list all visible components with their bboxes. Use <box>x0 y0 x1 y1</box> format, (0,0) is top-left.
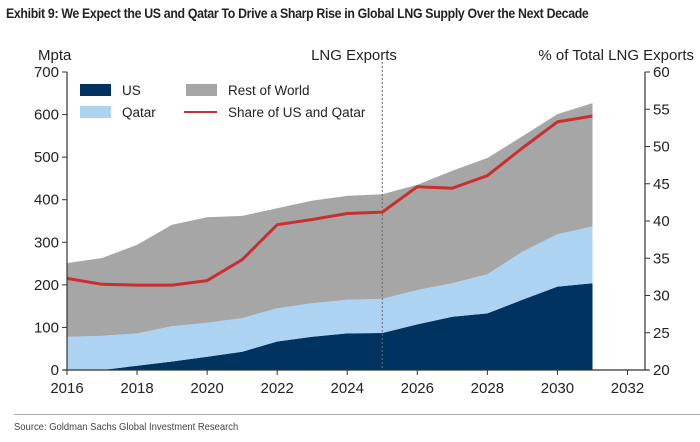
x-tick-label: 2024 <box>331 380 364 397</box>
y-left-tick-label: 200 <box>34 277 59 294</box>
y-right-tick-label: 40 <box>653 213 670 230</box>
y-left-tick-label: 500 <box>34 149 59 166</box>
footer-divider <box>14 414 700 415</box>
y-left-tick-label: 300 <box>34 234 59 251</box>
x-tick-label: 2016 <box>50 380 83 397</box>
legend-label-us: US <box>122 83 141 98</box>
legend-label-rest-of-world: Rest of World <box>228 83 310 98</box>
y-right-tick-label: 50 <box>653 139 670 156</box>
x-tick-label: 2022 <box>260 380 293 397</box>
area-us <box>67 283 593 370</box>
y-right-tick-label: 45 <box>653 176 670 193</box>
chart-title: LNG Exports <box>311 47 397 64</box>
y-right-tick-label: 55 <box>653 101 670 118</box>
source-note: Source: Goldman Sachs Global Investment … <box>14 421 239 433</box>
x-tick-label: 2030 <box>541 380 574 397</box>
y-right-tick-label: 20 <box>653 362 670 379</box>
y-left-tick-label: 100 <box>34 319 59 336</box>
x-tick-label: 2026 <box>401 380 434 397</box>
legend-label-share-of-us-and-qatar: Share of US and Qatar <box>228 105 366 120</box>
axes: 0 100 200 300 400 500 600 700 20 25 30 35 40 45 50 55 60… <box>34 64 670 397</box>
y-left-tick-label: 600 <box>34 107 59 124</box>
y-right-tick-label: 35 <box>653 250 670 267</box>
y-left-tick-label: 700 <box>34 64 59 81</box>
share-line-group <box>66 114 593 287</box>
stacked-areas <box>67 103 593 370</box>
legend-swatch-qatar <box>80 106 111 118</box>
y-left-tick-label: 0 <box>51 362 59 379</box>
y-axis-left-title: Mpta <box>38 47 72 64</box>
exhibit-title: Exhibit 9: We Expect the US and Qatar To… <box>6 6 589 21</box>
legend: US Qatar Rest of World Share of US and Qata… <box>80 83 366 120</box>
y-axis-right-title: % of Total LNG Exports <box>538 47 694 64</box>
y-right-tick-label: 30 <box>653 288 670 305</box>
y-left-tick-label: 400 <box>34 192 59 209</box>
x-tick-label: 2028 <box>471 380 504 397</box>
series-line-share-of-us-and-qatar <box>66 114 593 287</box>
legend-swatch-us <box>80 84 111 96</box>
legend-swatch-rest-of-world <box>186 84 217 96</box>
y-right-tick-label: 25 <box>653 325 670 342</box>
area-qatar <box>67 226 593 370</box>
y-right-tick-label: 60 <box>653 64 670 81</box>
legend-label-qatar: Qatar <box>122 105 156 120</box>
area-rest-of-world <box>67 103 593 337</box>
x-tick-label: 2018 <box>120 380 153 397</box>
x-tick-label: 2032 <box>611 380 644 397</box>
x-tick-label: 2020 <box>190 380 223 397</box>
